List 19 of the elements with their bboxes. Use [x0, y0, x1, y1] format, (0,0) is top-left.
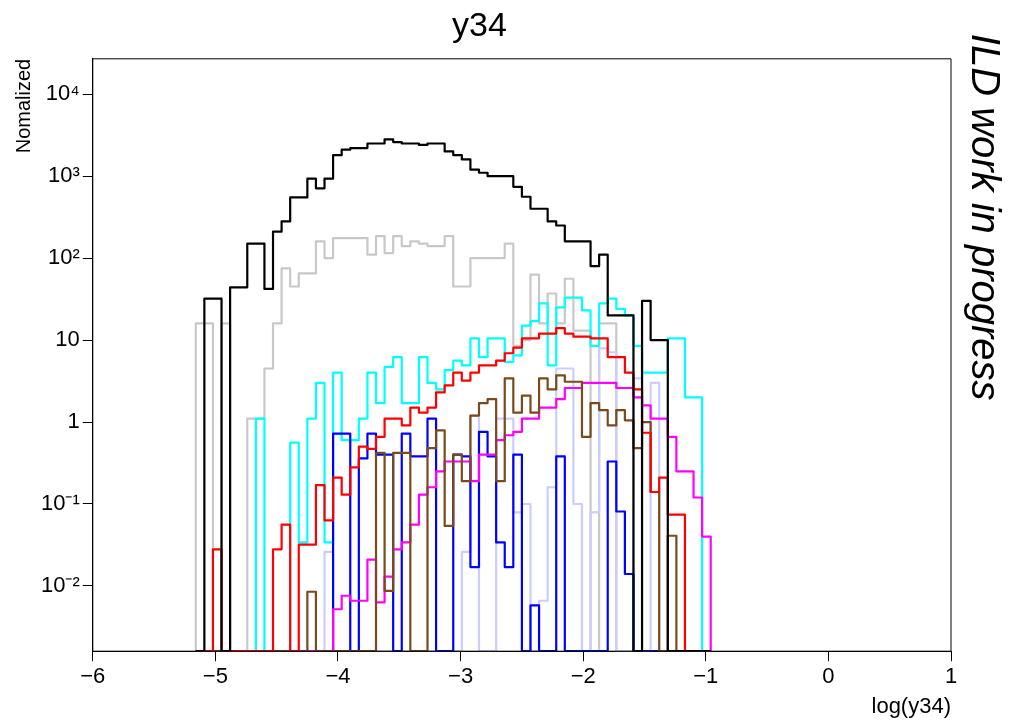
x-axis-title: log(y34): [871, 692, 951, 718]
x-tick-label: 0: [822, 663, 835, 689]
x-tick-label: −4: [325, 663, 351, 689]
y-axis-title: Nomalized: [11, 58, 34, 154]
x-tick-label: −6: [80, 663, 106, 689]
y-tick-label: 1: [67, 408, 80, 434]
x-tick-label: −2: [570, 663, 596, 689]
y-tick-label: 10³: [48, 162, 80, 188]
y-tick-label: 10: [55, 326, 80, 352]
y-tick-label: 10⁻²: [41, 572, 80, 598]
y-tick-label: 10⁻¹: [41, 490, 80, 516]
x-tick-label: −3: [448, 663, 474, 689]
x-tick-label: 1: [944, 663, 958, 689]
text: ILD work in progress: [963, 33, 1008, 401]
chart-title: y34: [452, 4, 507, 43]
x-tick-label: −1: [693, 663, 719, 689]
y-tick-label: 10⁴: [45, 80, 80, 106]
x-tick-label: −5: [202, 663, 228, 689]
y-tick-label: 10²: [48, 244, 80, 270]
